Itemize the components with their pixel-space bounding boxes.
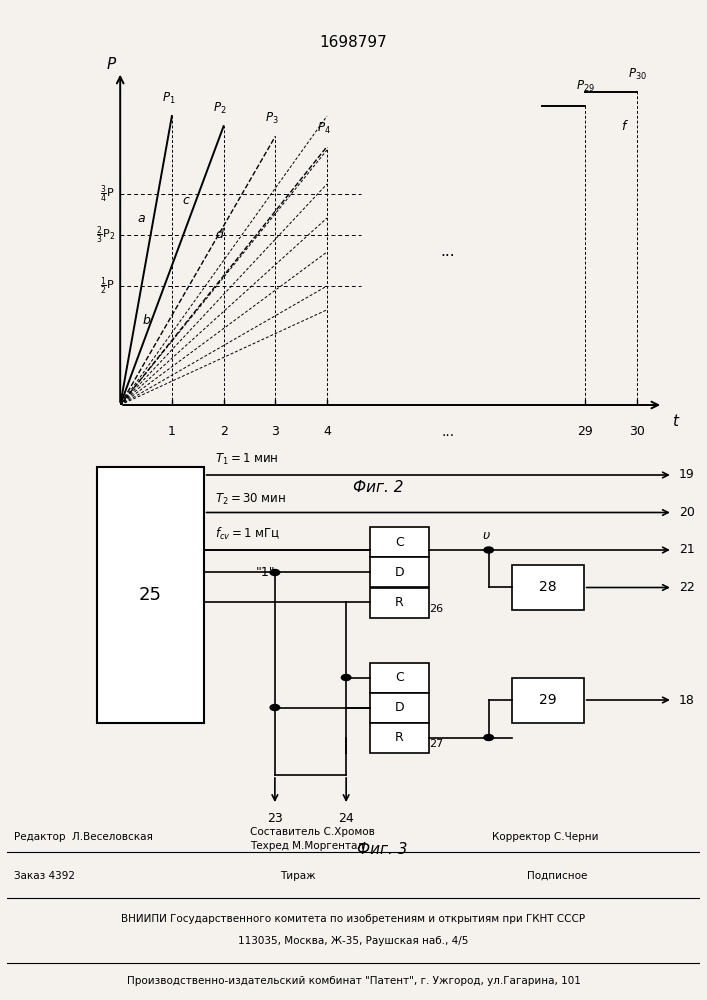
Text: 26: 26: [429, 604, 443, 614]
Circle shape: [484, 547, 493, 553]
Text: 21: 21: [679, 543, 694, 556]
Bar: [370, 527, 429, 557]
Text: $T_2 = 30$ мин: $T_2 = 30$ мин: [216, 492, 286, 507]
Text: $\frac{3}{4}$P: $\frac{3}{4}$P: [100, 183, 115, 205]
Text: ...: ...: [440, 244, 455, 259]
Text: "1": "1": [255, 566, 275, 579]
Bar: [370, 557, 429, 587]
Bar: [513, 678, 584, 722]
Bar: [513, 565, 584, 610]
Bar: [370, 692, 429, 722]
Text: Производственно-издательский комбинат "Патент", г. Ужгород, ул.Гагарина, 101: Производственно-издательский комбинат "П…: [127, 976, 580, 986]
Text: P$_4$: P$_4$: [317, 121, 331, 136]
Text: 2: 2: [220, 425, 228, 438]
Bar: [370, 722, 429, 752]
Text: 22: 22: [679, 581, 694, 594]
Bar: [97, 467, 204, 722]
Text: Составитель С.Хромов: Составитель С.Хромов: [250, 827, 375, 837]
Text: t: t: [672, 414, 677, 430]
Text: R: R: [395, 731, 404, 744]
Text: Подписное: Подписное: [527, 871, 587, 881]
Circle shape: [270, 704, 280, 710]
Text: P$_2$: P$_2$: [214, 101, 227, 116]
Circle shape: [484, 734, 493, 740]
Text: 19: 19: [679, 468, 694, 481]
Text: b: b: [142, 314, 150, 326]
Text: c: c: [182, 194, 189, 208]
Text: D: D: [395, 566, 404, 579]
Text: 29: 29: [539, 693, 557, 707]
Text: P$_3$: P$_3$: [265, 111, 279, 126]
Text: $T_1 = 1$ мин: $T_1 = 1$ мин: [216, 452, 279, 467]
Text: $f_{cv} = 1$ мГц: $f_{cv} = 1$ мГц: [216, 526, 281, 542]
Circle shape: [341, 674, 351, 680]
Text: ...: ...: [441, 425, 454, 439]
Bar: [370, 587, 429, 617]
Text: 24: 24: [338, 812, 354, 826]
Text: Фиг. 2: Фиг. 2: [354, 480, 404, 495]
Text: ВНИИПИ Государственного комитета по изобретениям и открытиям при ГКНТ СССР: ВНИИПИ Государственного комитета по изоб…: [122, 914, 585, 924]
Text: P$_1$: P$_1$: [162, 91, 175, 106]
Text: Корректор С.Черни: Корректор С.Черни: [492, 832, 599, 842]
Text: C: C: [395, 536, 404, 549]
Text: 3: 3: [271, 425, 279, 438]
Text: Тираж: Тираж: [280, 871, 316, 881]
Text: 1: 1: [168, 425, 176, 438]
Text: $\frac{2}{3}$P$_2$: $\frac{2}{3}$P$_2$: [95, 224, 115, 246]
Text: Фиг. 3: Фиг. 3: [356, 842, 407, 857]
Text: f: f: [621, 120, 626, 133]
Text: 28: 28: [539, 580, 557, 594]
Text: 29: 29: [578, 425, 593, 438]
Text: a: a: [137, 212, 145, 225]
Bar: [370, 662, 429, 692]
Text: Техред М.Моргентал: Техред М.Моргентал: [250, 841, 363, 851]
Text: R: R: [395, 596, 404, 609]
Circle shape: [270, 569, 280, 575]
Text: $\frac{1}{2}$P: $\frac{1}{2}$P: [100, 275, 115, 297]
Text: D: D: [395, 701, 404, 714]
Text: Заказ 4392: Заказ 4392: [14, 871, 75, 881]
Text: 23: 23: [267, 812, 283, 826]
Text: 1698797: 1698797: [320, 35, 387, 50]
Text: 27: 27: [429, 739, 443, 749]
Text: υ: υ: [483, 529, 490, 542]
Text: 25: 25: [139, 586, 162, 604]
Text: 4: 4: [323, 425, 331, 438]
Text: C: C: [395, 671, 404, 684]
Text: d: d: [215, 229, 223, 241]
Text: 20: 20: [679, 506, 694, 519]
Text: 30: 30: [629, 425, 645, 438]
Text: P$_{29}$: P$_{29}$: [576, 79, 595, 94]
Text: P: P: [107, 57, 116, 72]
Text: P$_{30}$: P$_{30}$: [628, 67, 647, 82]
Text: Редактор  Л.Веселовская: Редактор Л.Веселовская: [14, 832, 153, 842]
Text: 113035, Москва, Ж-35, Раушская наб., 4/5: 113035, Москва, Ж-35, Раушская наб., 4/5: [238, 936, 469, 946]
Text: 18: 18: [679, 694, 694, 706]
